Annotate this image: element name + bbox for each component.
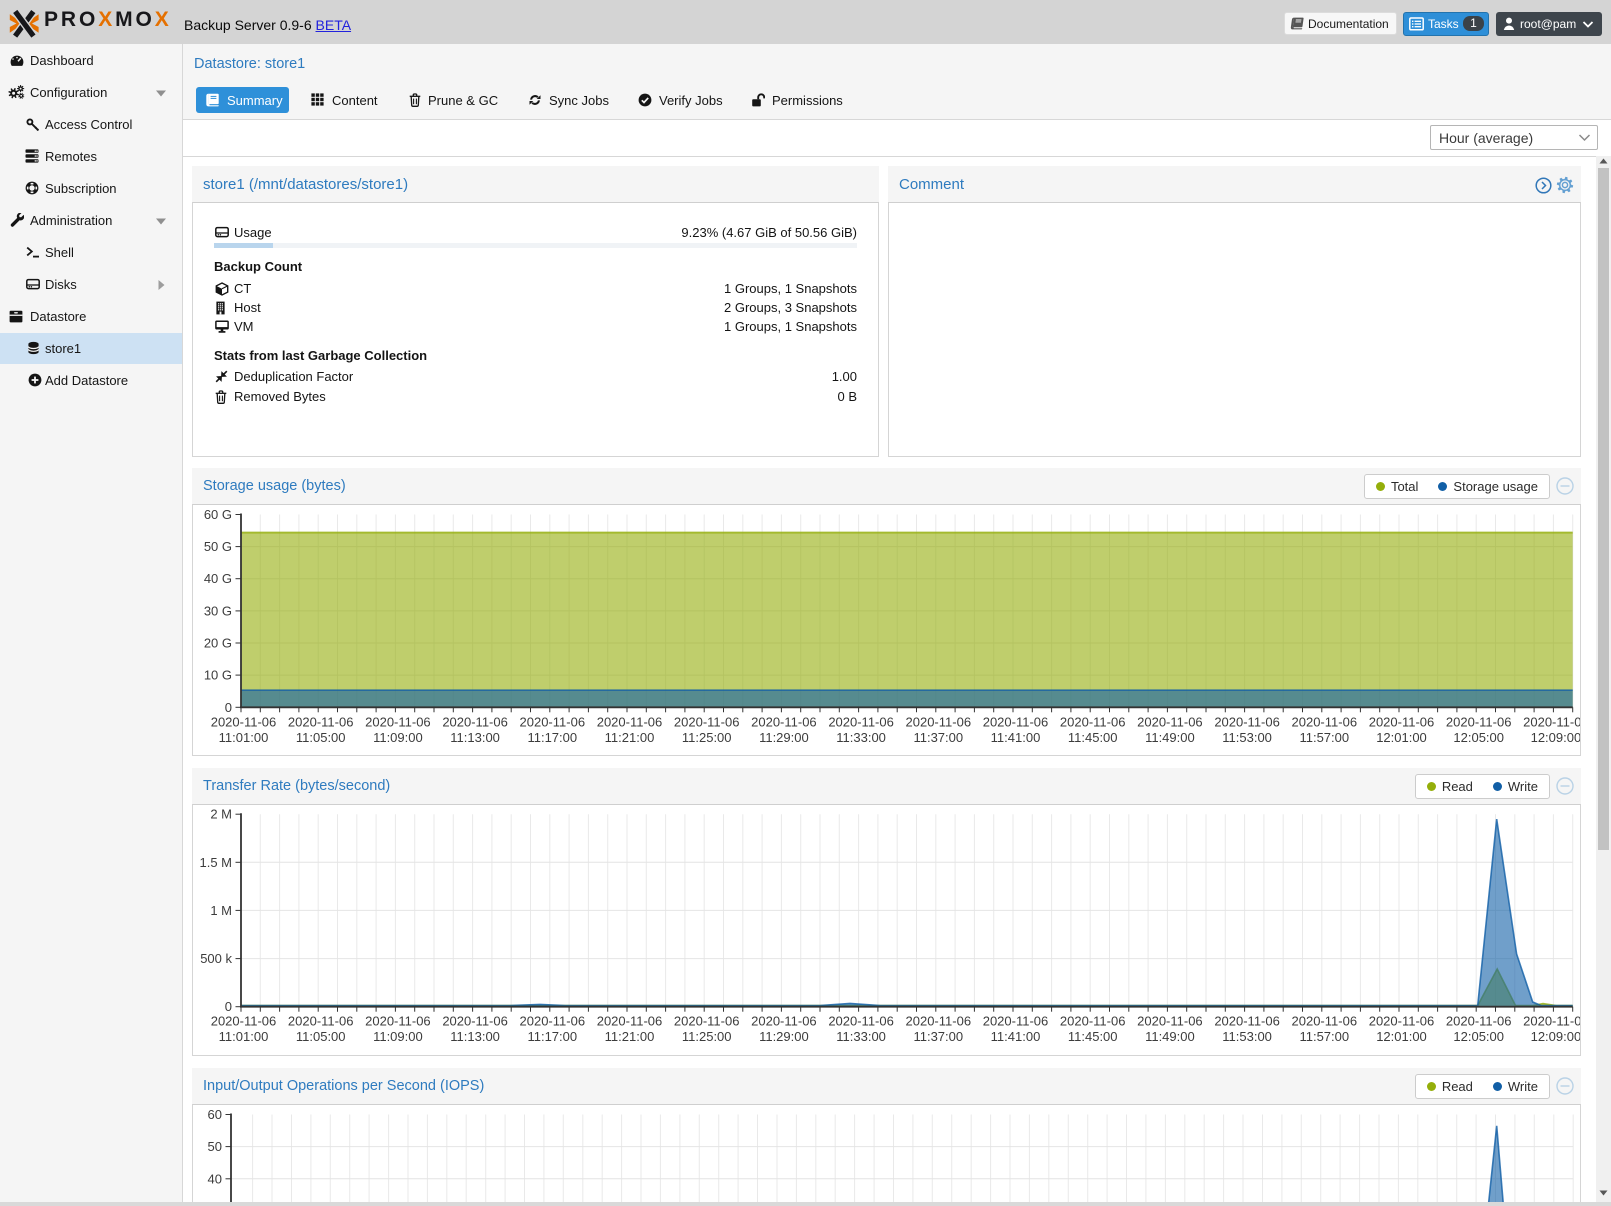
svg-text:40: 40 [208,1171,222,1186]
svg-text:0: 0 [225,700,232,715]
svg-text:11:33:00: 11:33:00 [836,730,886,745]
svg-text:2020-11-06: 2020-11-06 [520,714,586,729]
svg-text:2020-11-06: 2020-11-06 [1137,1014,1203,1029]
svg-text:11:41:00: 11:41:00 [991,730,1041,745]
svg-text:11:17:00: 11:17:00 [527,730,577,745]
svg-text:1.5 M: 1.5 M [199,855,232,870]
svg-text:40 G: 40 G [204,571,232,586]
svg-text:2020-11-06: 2020-11-06 [828,1014,894,1029]
svg-text:2020-11-06: 2020-11-06 [751,1014,817,1029]
svg-text:11:05:00: 11:05:00 [296,1029,346,1044]
svg-text:2020-11-06: 2020-11-06 [597,1014,663,1029]
svg-text:11:25:00: 11:25:00 [682,730,732,745]
svg-text:2 M: 2 M [210,807,232,822]
svg-text:2020-11-06: 2020-11-06 [288,1014,354,1029]
svg-text:11:09:00: 11:09:00 [373,1029,423,1044]
svg-text:11:21:00: 11:21:00 [605,1029,655,1044]
svg-text:2020-11-06: 2020-11-06 [1214,1014,1280,1029]
svg-text:2020-11-06: 2020-11-06 [674,714,740,729]
svg-text:11:29:00: 11:29:00 [759,730,809,745]
svg-text:20 G: 20 G [204,636,232,651]
svg-text:11:25:00: 11:25:00 [682,1029,732,1044]
svg-text:2020-11-06: 2020-11-06 [1214,714,1280,729]
svg-text:2020-11-06: 2020-11-06 [1523,714,1580,729]
svg-text:2020-11-06: 2020-11-06 [906,714,972,729]
svg-text:2020-11-06: 2020-11-06 [597,714,663,729]
svg-text:2020-11-06: 2020-11-06 [365,714,431,729]
svg-text:2020-11-06: 2020-11-06 [1369,714,1435,729]
svg-text:2020-11-06: 2020-11-06 [674,1014,740,1029]
svg-text:12:09:00: 12:09:00 [1531,1029,1580,1044]
svg-text:60: 60 [208,1107,222,1122]
svg-text:11:45:00: 11:45:00 [1068,1029,1118,1044]
svg-text:11:13:00: 11:13:00 [450,730,500,745]
svg-text:2020-11-06: 2020-11-06 [1137,714,1203,729]
svg-text:0: 0 [225,999,232,1014]
svg-text:2020-11-06: 2020-11-06 [751,714,817,729]
svg-text:12:01:00: 12:01:00 [1376,1029,1427,1044]
svg-text:11:53:00: 11:53:00 [1222,730,1272,745]
svg-text:2020-11-06: 2020-11-06 [983,714,1049,729]
svg-text:50 G: 50 G [204,539,232,554]
svg-text:2020-11-06: 2020-11-06 [1060,1014,1126,1029]
svg-text:11:49:00: 11:49:00 [1145,1029,1195,1044]
svg-text:11:17:00: 11:17:00 [527,1029,577,1044]
svg-text:11:33:00: 11:33:00 [836,1029,886,1044]
svg-text:1 M: 1 M [210,903,232,918]
svg-text:11:29:00: 11:29:00 [759,1029,809,1044]
svg-text:60 G: 60 G [204,507,232,522]
svg-text:2020-11-06: 2020-11-06 [983,1014,1049,1029]
svg-text:30 G: 30 G [204,603,232,618]
svg-text:11:49:00: 11:49:00 [1145,730,1195,745]
svg-text:12:05:00: 12:05:00 [1453,1029,1504,1044]
svg-text:2020-11-06: 2020-11-06 [520,1014,586,1029]
svg-text:2020-11-06: 2020-11-06 [1446,714,1512,729]
svg-text:2020-11-06: 2020-11-06 [828,714,894,729]
svg-text:2020-11-06: 2020-11-06 [442,714,508,729]
svg-text:11:41:00: 11:41:00 [991,1029,1041,1044]
svg-text:11:05:00: 11:05:00 [296,730,346,745]
svg-text:2020-11-06: 2020-11-06 [1369,1014,1435,1029]
svg-text:11:53:00: 11:53:00 [1222,1029,1272,1044]
svg-text:11:13:00: 11:13:00 [450,1029,500,1044]
svg-text:2020-11-06: 2020-11-06 [442,1014,508,1029]
svg-text:2020-11-06: 2020-11-06 [365,1014,431,1029]
svg-text:2020-11-06: 2020-11-06 [288,714,354,729]
svg-text:10 G: 10 G [204,668,232,683]
svg-text:50: 50 [208,1139,222,1154]
svg-text:11:01:00: 11:01:00 [219,1029,269,1044]
svg-text:11:21:00: 11:21:00 [605,730,655,745]
svg-text:11:37:00: 11:37:00 [913,1029,963,1044]
svg-text:2020-11-06: 2020-11-06 [1523,1014,1580,1029]
svg-text:2020-11-06: 2020-11-06 [1292,714,1358,729]
svg-text:11:45:00: 11:45:00 [1068,730,1118,745]
svg-text:11:01:00: 11:01:00 [219,730,269,745]
svg-text:2020-11-06: 2020-11-06 [1446,1014,1512,1029]
svg-text:2020-11-06: 2020-11-06 [211,714,277,729]
svg-text:2020-11-06: 2020-11-06 [906,1014,972,1029]
svg-text:11:57:00: 11:57:00 [1299,730,1349,745]
svg-text:12:09:00: 12:09:00 [1531,730,1580,745]
svg-text:12:01:00: 12:01:00 [1376,730,1427,745]
svg-text:12:05:00: 12:05:00 [1453,730,1504,745]
svg-text:11:57:00: 11:57:00 [1299,1029,1349,1044]
svg-text:2020-11-06: 2020-11-06 [1292,1014,1358,1029]
svg-text:2020-11-06: 2020-11-06 [1060,714,1126,729]
svg-text:500 k: 500 k [200,951,232,966]
svg-text:11:09:00: 11:09:00 [373,730,423,745]
svg-text:2020-11-06: 2020-11-06 [211,1014,277,1029]
svg-text:11:37:00: 11:37:00 [913,730,963,745]
